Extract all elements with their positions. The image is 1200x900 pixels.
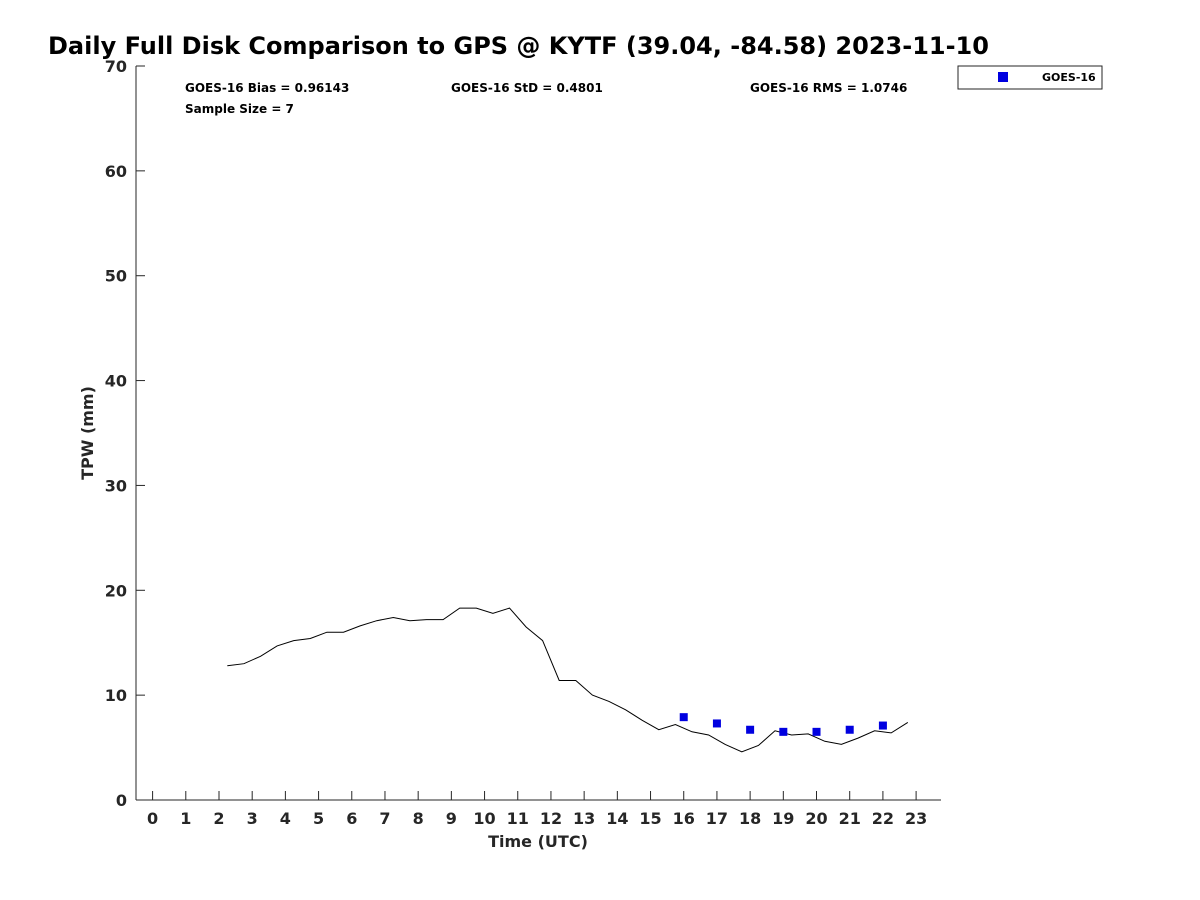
x-tick-label: 12 bbox=[540, 809, 562, 828]
x-tick-label: 10 bbox=[473, 809, 495, 828]
goes16-point bbox=[712, 719, 721, 728]
goes16-point bbox=[679, 713, 688, 722]
y-tick-label: 0 bbox=[116, 791, 127, 810]
goes16-point bbox=[812, 727, 821, 736]
goes16-point bbox=[845, 725, 854, 734]
x-tick-label: 9 bbox=[446, 809, 457, 828]
x-tick-label: 22 bbox=[872, 809, 894, 828]
x-tick-label: 15 bbox=[639, 809, 661, 828]
legend-label-goes16: GOES-16 bbox=[1042, 71, 1096, 84]
goes16-point bbox=[746, 725, 755, 734]
x-tick-label: 18 bbox=[739, 809, 761, 828]
x-axis-ticks: 0 1 2 3 4 5 6 7 8 9 10 11 12 13 14 15 16 17 18 19 20 21 22 23 bbox=[147, 791, 927, 828]
x-tick-label: 13 bbox=[573, 809, 595, 828]
x-tick-label: 0 bbox=[147, 809, 158, 828]
goes16-point bbox=[878, 721, 887, 730]
plot-area: 0 1 2 3 4 5 6 7 8 9 10 11 12 13 14 15 16 17 18 19 20 21 22 23 0… bbox=[105, 57, 941, 828]
x-tick-label: 5 bbox=[313, 809, 324, 828]
x-tick-label: 6 bbox=[346, 809, 357, 828]
x-tick-label: 7 bbox=[379, 809, 390, 828]
goes16-point bbox=[779, 727, 788, 736]
x-tick-label: 19 bbox=[772, 809, 794, 828]
chart-title: Daily Full Disk Comparison to GPS @ KYTF… bbox=[48, 32, 989, 60]
x-tick-label: 2 bbox=[213, 809, 224, 828]
stat-sample-size: Sample Size = 7 bbox=[185, 102, 294, 116]
x-tick-label: 21 bbox=[839, 809, 861, 828]
y-axis-label: TPW (mm) bbox=[78, 386, 97, 480]
x-tick-label: 8 bbox=[413, 809, 424, 828]
legend-box bbox=[957, 65, 1103, 90]
x-tick-label: 17 bbox=[706, 809, 728, 828]
stat-std: GOES-16 StD = 0.4801 bbox=[451, 81, 603, 95]
y-tick-label: 30 bbox=[105, 476, 127, 495]
x-tick-label: 3 bbox=[247, 809, 258, 828]
x-tick-label: 16 bbox=[673, 809, 695, 828]
y-tick-label: 20 bbox=[105, 581, 127, 600]
y-tick-label: 40 bbox=[105, 372, 127, 391]
x-tick-label: 14 bbox=[606, 809, 628, 828]
stat-bias: GOES-16 Bias = 0.96143 bbox=[185, 81, 349, 95]
x-tick-label: 1 bbox=[180, 809, 191, 828]
gps-tpw-line bbox=[227, 607, 909, 753]
y-tick-label: 70 bbox=[105, 57, 127, 76]
x-tick-label: 4 bbox=[280, 809, 291, 828]
legend-marker-square bbox=[998, 72, 1008, 82]
x-tick-label: 23 bbox=[905, 809, 927, 828]
y-tick-label: 60 bbox=[105, 162, 127, 181]
series-layer bbox=[227, 607, 909, 753]
y-axis-ticks: 0 10 20 30 40 50 60 70 bbox=[105, 57, 145, 810]
legend: GOES-16 bbox=[957, 65, 1103, 90]
x-tick-label: 11 bbox=[507, 809, 529, 828]
x-axis-label: Time (UTC) bbox=[488, 832, 588, 851]
y-tick-label: 10 bbox=[105, 686, 127, 705]
y-tick-label: 50 bbox=[105, 267, 127, 286]
x-tick-label: 20 bbox=[805, 809, 827, 828]
stat-rms: GOES-16 RMS = 1.0746 bbox=[750, 81, 907, 95]
